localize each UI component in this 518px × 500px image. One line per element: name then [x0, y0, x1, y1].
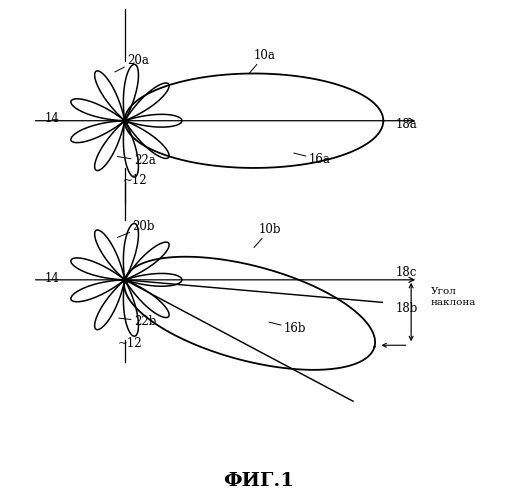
Text: 18a: 18a	[396, 118, 418, 131]
Text: 22b: 22b	[119, 314, 156, 328]
Text: Угол
наклона: Угол наклона	[430, 287, 476, 308]
Text: 20a: 20a	[115, 54, 149, 72]
Text: 20b: 20b	[117, 220, 155, 238]
Text: 14: 14	[44, 112, 59, 124]
Text: ~12: ~12	[123, 174, 148, 187]
Text: ~12: ~12	[118, 337, 142, 350]
Text: 18c: 18c	[396, 266, 417, 279]
Text: 16b: 16b	[269, 322, 306, 335]
Text: ФИГ.1: ФИГ.1	[223, 472, 295, 490]
Text: 10b: 10b	[254, 222, 281, 248]
Text: 10a: 10a	[249, 48, 276, 74]
Text: 18b: 18b	[396, 302, 418, 315]
Text: 16a: 16a	[294, 153, 330, 166]
Text: 22a: 22a	[117, 154, 155, 168]
Text: 14: 14	[44, 272, 59, 285]
